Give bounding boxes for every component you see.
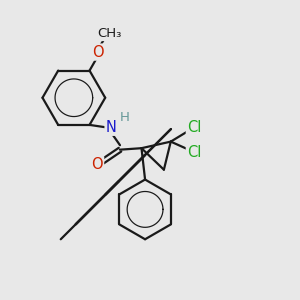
Text: O: O [92, 45, 104, 60]
Text: Cl: Cl [187, 146, 201, 160]
Text: O: O [92, 157, 103, 172]
Text: N: N [106, 120, 116, 135]
Text: CH₃: CH₃ [97, 27, 122, 40]
Text: H: H [119, 111, 129, 124]
Text: Cl: Cl [187, 120, 201, 135]
